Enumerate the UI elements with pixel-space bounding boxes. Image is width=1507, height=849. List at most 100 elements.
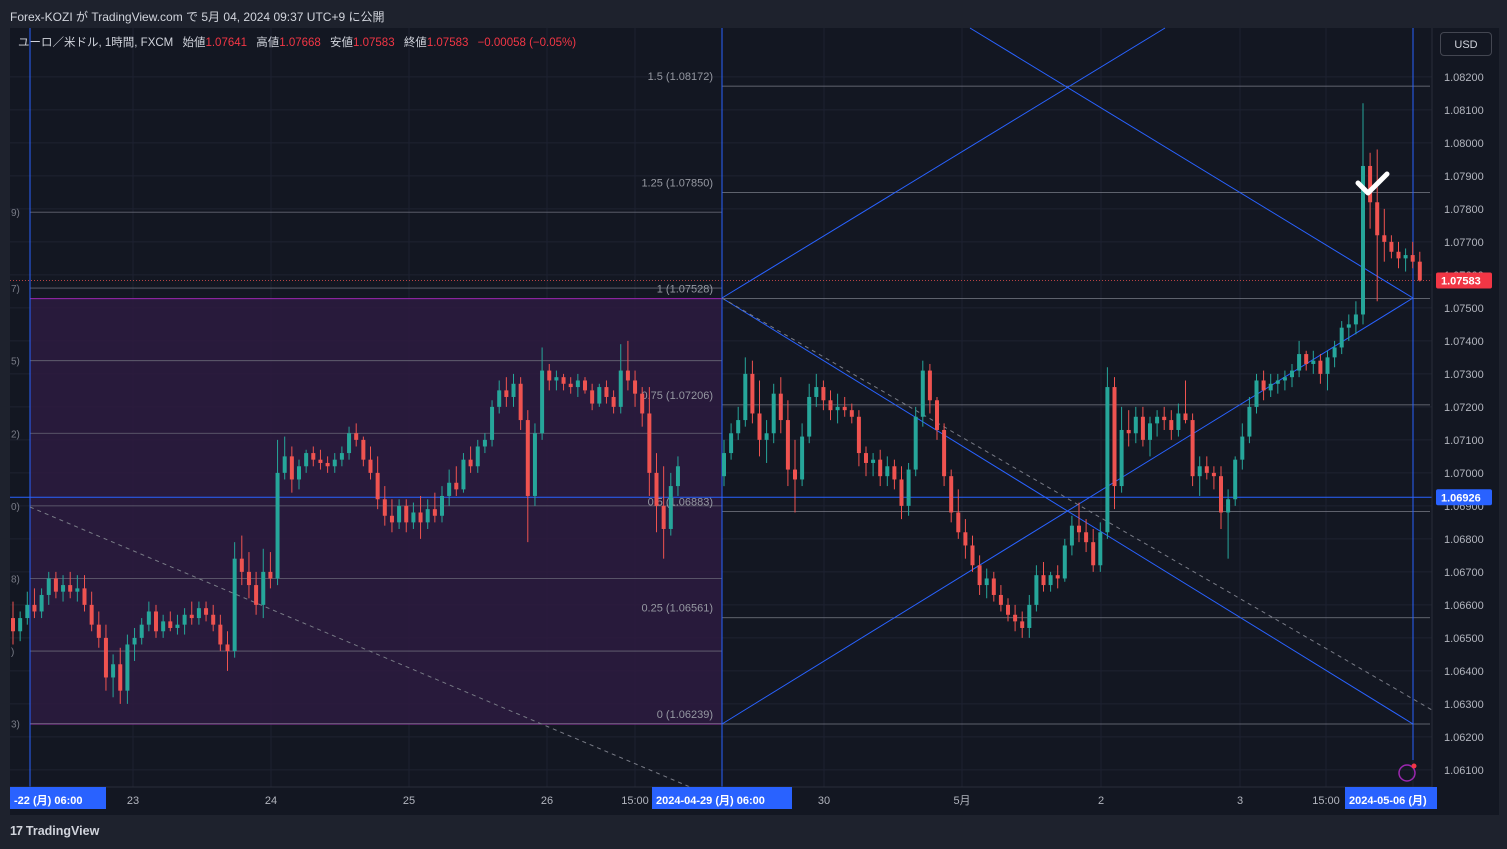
candle-body: [611, 396, 616, 407]
candle-body: [268, 571, 273, 579]
candle-body: [1062, 545, 1067, 579]
candle-body: [432, 509, 437, 516]
candle-body: [504, 390, 509, 397]
candle-body: [204, 608, 209, 615]
candle-body: [75, 588, 80, 592]
candle-body: [878, 459, 883, 477]
fib-left-label: 9): [11, 208, 20, 219]
candle-body: [842, 406, 847, 411]
candle-body: [661, 505, 666, 529]
fib-left-label: 5): [11, 357, 20, 368]
time-axis: -22 (月) 06:00 23 24 25 26 15:00 2024-04-29 (月)…: [10, 763, 1499, 815]
candle-body: [168, 621, 173, 628]
candle-body: [750, 373, 755, 414]
candle-body: [1368, 165, 1373, 203]
candle-body: [361, 439, 366, 460]
candle-body: [68, 585, 73, 592]
candle-body: [347, 433, 352, 454]
price-tick-label: 1.06400: [1444, 666, 1484, 678]
candle-body: [397, 505, 402, 523]
time-tick-label: 5月: [953, 795, 970, 807]
candle-body: [96, 624, 101, 638]
candle-body: [275, 472, 280, 579]
candle-body: [246, 571, 251, 586]
dashed-trend-right: [721, 297, 1433, 711]
candle-body: [232, 558, 237, 652]
candle-body: [597, 387, 602, 404]
candle-body: [1055, 575, 1060, 579]
candle-body: [1304, 354, 1309, 364]
candle-body: [778, 393, 783, 421]
close-label: 終値: [403, 37, 427, 49]
time-highlight-bg: [10, 787, 106, 809]
candle-body: [892, 466, 897, 480]
candle-body: [182, 614, 187, 625]
candle-body: [1176, 413, 1181, 430]
time-tick-label: 3: [1237, 795, 1243, 807]
candle-body: [828, 400, 833, 411]
candle-body: [1126, 429, 1131, 434]
candle-body: [984, 578, 989, 586]
candle-body: [125, 644, 130, 691]
fib-levels: 9) 7) 5) 2) 0) 8)) 3) 1.5 (1.08172) 1.25 (1.0785…: [10, 71, 1432, 731]
candle-body: [942, 429, 947, 477]
fib-range-box: [29, 298, 723, 725]
candle-body: [525, 420, 530, 496]
time-highlight-label: 2024-04-29 (月) 06:00: [656, 794, 765, 807]
currency-button[interactable]: USD: [1440, 32, 1492, 56]
candle-body: [757, 413, 762, 440]
low-label: 安値: [330, 37, 354, 49]
footer-bar: [0, 815, 1507, 849]
price-tick-label: 1.06800: [1444, 534, 1484, 546]
tradingview-logo-text: TradingView: [25, 824, 100, 838]
time-tick-label: 15:00: [621, 795, 649, 807]
time-tick-label: 15:00: [1312, 795, 1340, 807]
candle-body: [554, 377, 559, 381]
time-highlight-bg: [652, 787, 792, 809]
candle-body: [821, 387, 826, 401]
high-value: 1.07668: [279, 37, 321, 49]
price-tick-label: 1.06100: [1444, 765, 1484, 777]
candle-body: [354, 433, 359, 440]
candle-body: [1133, 416, 1138, 434]
candle-body: [1353, 314, 1358, 325]
candle-body: [1169, 420, 1174, 430]
candle-body: [482, 439, 487, 447]
candle-body: [1226, 499, 1231, 513]
candle-body: [368, 459, 373, 473]
candle-body: [518, 383, 523, 421]
symbol-legend: ユーロ／米ドル, 1時間, FXCM 始値1.07641 高値1.07668 安…: [18, 34, 576, 50]
time-tick-label: 30: [818, 795, 830, 807]
candle-body: [956, 512, 961, 533]
candle-body: [729, 433, 734, 454]
fib-left-label: 2): [11, 429, 20, 440]
candle-body: [1361, 165, 1365, 315]
price-tick-label: 1.07900: [1444, 171, 1484, 183]
price-tick-label: 1.07000: [1444, 468, 1484, 480]
candle-body: [625, 370, 630, 381]
candle-body: [339, 453, 344, 460]
last-price-tag: 1.07583: [1441, 275, 1481, 287]
candle-body: [511, 383, 516, 397]
candle-body: [239, 558, 244, 572]
candle-body: [1233, 459, 1238, 500]
candle-body: [1389, 241, 1394, 252]
time-tick-label: 2: [1098, 795, 1104, 807]
candle-body: [304, 453, 309, 467]
candle-body: [425, 509, 430, 523]
candle-body: [1332, 347, 1337, 358]
price-tick-label: 1.07100: [1444, 435, 1484, 447]
time-tick-label: 26: [541, 795, 553, 807]
candle-body: [1069, 525, 1074, 546]
candle-body: [418, 512, 423, 523]
candle-body: [1162, 416, 1167, 421]
candle-body: [132, 637, 137, 645]
price-tick-label: 1.06200: [1444, 732, 1484, 744]
price-tick-label: 1.08100: [1444, 105, 1484, 117]
candle-body: [53, 578, 58, 592]
open-value: 1.07641: [205, 37, 248, 49]
candle-body: [835, 406, 840, 411]
candle-body: [920, 370, 925, 417]
candle-body: [154, 611, 158, 632]
